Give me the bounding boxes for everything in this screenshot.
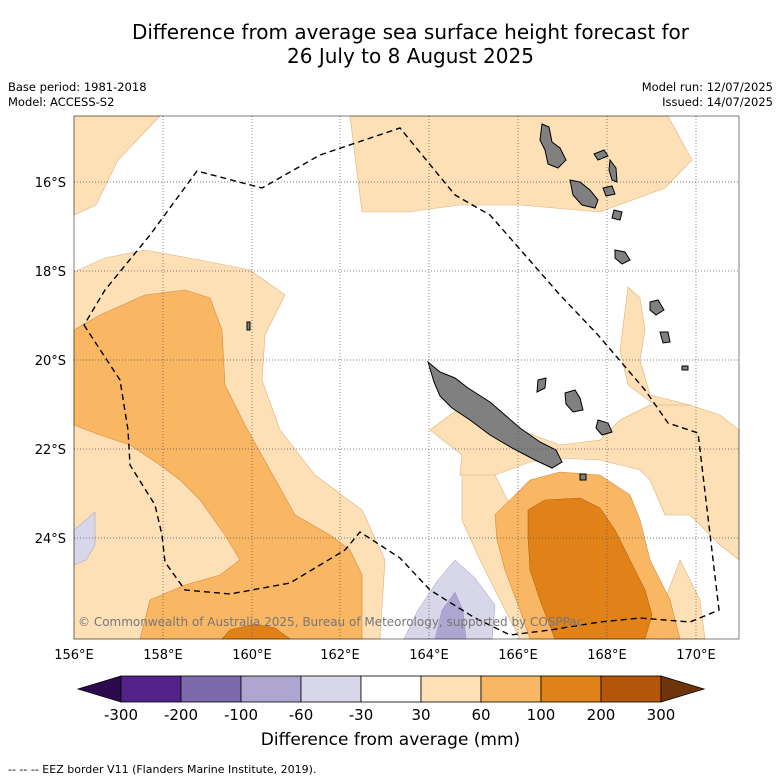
colorbar-tick: -60 xyxy=(289,706,314,724)
vanuatu-ambrym xyxy=(602,185,616,197)
vanuatu-efate xyxy=(611,209,623,221)
isle-of-pines xyxy=(579,473,587,481)
colorbar-tick: 100 xyxy=(527,706,556,724)
land-masses xyxy=(246,123,689,481)
lat-label: 24°S xyxy=(35,532,66,547)
vanuatu-aneityum xyxy=(659,331,671,344)
map-frame xyxy=(73,115,740,640)
colorbar-segment xyxy=(420,675,482,703)
lon-label: 170°E xyxy=(676,648,716,663)
meta-right: Model run: 12/07/2025 Issued: 14/07/2025 xyxy=(642,80,773,110)
colorbar: -300 -200 -100 -60 -30 30 60 100 200 300 xyxy=(76,675,706,724)
vanuatu-espiritu-santo xyxy=(539,123,567,169)
model-run: Model run: 12/07/2025 xyxy=(641,80,773,94)
colorbar-segment xyxy=(300,675,362,703)
lon-label: 156°E xyxy=(54,648,94,663)
footnote: -- -- -- EEZ border V11 (Flanders Marine… xyxy=(8,763,317,776)
colorbar-segment xyxy=(600,675,662,703)
contour-negative xyxy=(73,511,496,640)
lat-label: 18°S xyxy=(35,265,66,280)
lat-label: 22°S xyxy=(35,443,66,458)
colorbar-extend-high xyxy=(660,675,706,703)
lon-label: 158°E xyxy=(143,648,183,663)
colorbar-tick: -300 xyxy=(104,706,138,724)
lon-label: 168°E xyxy=(587,648,627,663)
small-island-west xyxy=(246,321,251,331)
colorbar-tick: 30 xyxy=(411,706,430,724)
colorbar-tick: -30 xyxy=(349,706,374,724)
lon-label: 164°E xyxy=(409,648,449,663)
title-line-2: 26 July to 8 August 2025 xyxy=(287,44,534,68)
colorbar-segment xyxy=(120,675,182,703)
colorbar-segment xyxy=(180,675,242,703)
lon-label: 160°E xyxy=(232,648,272,663)
lat-label: 20°S xyxy=(35,354,66,369)
colorbar-tick: -100 xyxy=(224,706,258,724)
vanuatu-ambae xyxy=(593,149,609,161)
new-caledonia xyxy=(427,360,563,469)
title-line-1: Difference from average sea surface heig… xyxy=(131,20,690,44)
chart-title: Difference from average sea surface heig… xyxy=(40,20,781,68)
lon-labels: 156°E 158°E 160°E 162°E 164°E 166°E 168°… xyxy=(54,648,716,663)
map-panel: © Commonwealth of Australia 2025, Bureau… xyxy=(73,115,740,640)
small-island-east xyxy=(681,365,689,371)
loyalty-island-3 xyxy=(536,377,547,393)
colorbar-tick: 200 xyxy=(587,706,616,724)
lon-label: 162°E xyxy=(320,648,360,663)
colorbar-segment xyxy=(240,675,302,703)
colorbar-segment xyxy=(360,675,422,703)
issued-date: Issued: 14/07/2025 xyxy=(662,95,773,109)
vanuatu-pentecost xyxy=(608,158,618,183)
eez-border xyxy=(83,127,720,636)
meta-left: Base period: 1981-2018 Model: ACCESS-S2 xyxy=(8,80,147,110)
base-period: Base period: 1981-2018 xyxy=(8,80,147,94)
vanuatu-malekula xyxy=(569,179,599,209)
colorbar-title: Difference from average (mm) xyxy=(260,730,521,750)
lon-label: 166°E xyxy=(498,648,538,663)
contour-100-200 xyxy=(221,497,653,640)
colorbar-extend-low xyxy=(76,675,122,703)
copyright-notice: © Commonwealth of Australia 2025, Bureau… xyxy=(78,615,583,629)
loyalty-island-1 xyxy=(564,389,584,413)
colorbar-tick: 60 xyxy=(471,706,490,724)
colorbar-tick: -200 xyxy=(164,706,198,724)
loyalty-island-2 xyxy=(595,419,613,436)
vanuatu-tanna xyxy=(649,299,665,316)
vanuatu-erromango xyxy=(614,249,631,265)
model-name: Model: ACCESS-S2 xyxy=(8,95,115,109)
lat-labels: 16°S 18°S 20°S 22°S 24°S xyxy=(35,176,66,547)
lat-label: 16°S xyxy=(35,176,66,191)
colorbar-segment xyxy=(480,675,542,703)
colorbar-tick-labels: -300 -200 -100 -60 -30 30 60 100 200 300 xyxy=(104,706,675,724)
graticule xyxy=(74,116,739,639)
colorbar-segment xyxy=(540,675,602,703)
colorbar-tick: 300 xyxy=(647,706,676,724)
